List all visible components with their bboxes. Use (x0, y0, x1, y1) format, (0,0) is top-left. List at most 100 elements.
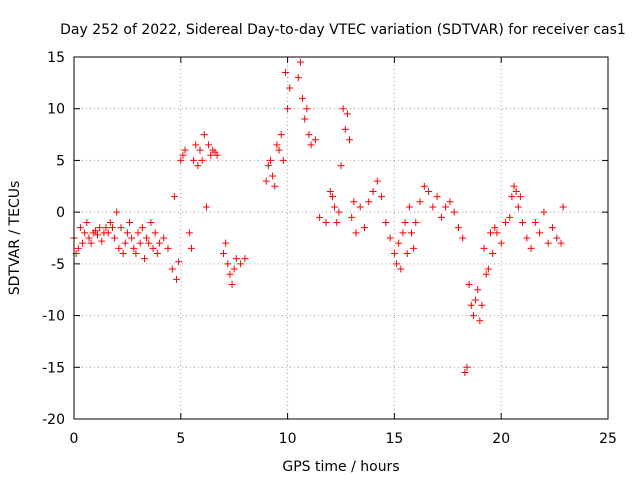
data-point (284, 105, 292, 113)
data-point (145, 239, 153, 247)
data-point (487, 229, 495, 237)
y-tick-label: 10 (47, 102, 65, 118)
data-point (512, 187, 520, 195)
x-tick-label: 0 (70, 431, 79, 447)
data-point (548, 224, 556, 232)
data-point (516, 193, 524, 201)
data-point (446, 198, 454, 206)
data-point (482, 270, 490, 278)
data-point (450, 208, 458, 216)
data-point (527, 244, 535, 252)
data-point (83, 218, 91, 226)
data-point (281, 69, 289, 77)
data-point (497, 239, 505, 247)
data-point (123, 229, 131, 237)
data-point (269, 172, 277, 180)
data-point (294, 74, 302, 82)
data-point (326, 187, 334, 195)
data-point (126, 218, 134, 226)
data-point (425, 187, 433, 195)
data-point (232, 255, 240, 263)
data-point (237, 260, 245, 268)
data-point (128, 234, 136, 242)
data-point (134, 229, 142, 237)
data-point (96, 224, 104, 232)
data-point (369, 187, 377, 195)
data-point (102, 224, 110, 232)
data-point (493, 229, 501, 237)
data-point (111, 234, 119, 242)
data-point (463, 363, 471, 371)
data-point (305, 131, 313, 139)
data-point (117, 224, 125, 232)
data-point (461, 368, 469, 376)
x-tick-label: 25 (599, 431, 617, 447)
data-point (296, 58, 304, 66)
data-point (472, 296, 480, 304)
x-axis-label: GPS time / hours (282, 459, 399, 475)
data-point (410, 244, 418, 252)
data-point (378, 193, 386, 201)
data-point (508, 193, 516, 201)
data-point (420, 182, 428, 190)
data-point (106, 218, 114, 226)
data-point (279, 156, 287, 164)
data-point (149, 244, 157, 252)
data-point (224, 260, 232, 268)
data-point (365, 198, 373, 206)
data-point (478, 301, 486, 309)
data-point (138, 224, 146, 232)
x-tick-label: 10 (279, 431, 297, 447)
data-point (151, 229, 159, 237)
data-point (489, 250, 497, 258)
data-point (140, 255, 148, 263)
data-point (119, 250, 127, 258)
data-point (277, 131, 285, 139)
data-point (207, 151, 215, 159)
data-point (322, 218, 330, 226)
data-point (352, 229, 360, 237)
y-tick-label: -10 (42, 309, 65, 325)
y-tick-label: -15 (42, 360, 65, 376)
data-point (343, 110, 351, 118)
data-point (196, 146, 204, 154)
data-point (202, 203, 210, 211)
data-point (130, 244, 138, 252)
data-point (433, 193, 441, 201)
data-point (316, 213, 324, 221)
data-point (480, 244, 488, 252)
data-point (205, 141, 213, 149)
data-point (442, 203, 450, 211)
x-tick-label: 20 (492, 431, 510, 447)
data-point (198, 156, 206, 164)
data-point (454, 224, 462, 232)
data-point (113, 208, 121, 216)
data-point (337, 162, 345, 170)
data-point (553, 234, 561, 242)
data-point (510, 182, 518, 190)
data-point (339, 105, 347, 113)
data-point (531, 218, 539, 226)
data-point (228, 281, 236, 289)
grid (74, 57, 608, 419)
data-point (136, 239, 144, 247)
data-point (393, 260, 401, 268)
data-point (501, 218, 509, 226)
data-point (168, 265, 176, 273)
data-point (476, 317, 484, 325)
data-point (469, 312, 477, 320)
y-tick-label: 5 (56, 153, 65, 169)
data-point (273, 141, 281, 149)
data-point (559, 203, 567, 211)
data-point (220, 250, 228, 258)
y-tick-label: 15 (47, 50, 65, 66)
data-point (348, 213, 356, 221)
data-point (104, 229, 112, 237)
data-point (491, 224, 499, 232)
axis-ticks: 0 5 10 15 20 25 15 10 5 0 -5 -10 -15 -20 (42, 50, 617, 447)
x-tick-label: 15 (385, 431, 403, 447)
data-point (230, 265, 238, 273)
data-point (179, 151, 187, 159)
data-point (303, 105, 311, 113)
